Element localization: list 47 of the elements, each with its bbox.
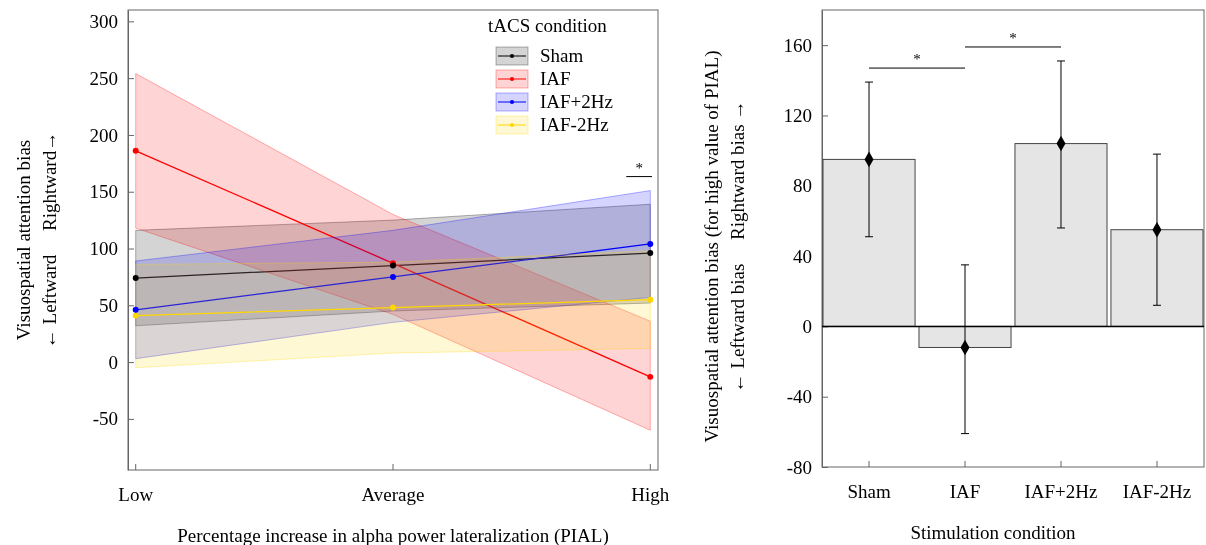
y-tick-label: 150 [89,181,118,203]
point [647,296,654,303]
point [132,275,139,282]
y-tick-label: -40 [786,386,812,408]
legend-label: IAF [540,68,571,89]
y-tick-label: 250 [89,67,118,89]
y-tick-label: 80 [793,175,812,197]
annotation: * [635,159,643,176]
y-tick-label: 160 [783,34,812,56]
x-axis-title: Stimulation condition [910,522,1077,543]
bar [918,325,1012,348]
x-tick-label: Low [118,484,154,506]
y-tick-label: 0 [108,351,118,373]
point [132,306,139,313]
x-tick-label: Sham [847,481,891,503]
point [132,147,139,154]
y-tick-label: 40 [793,245,812,267]
point [390,273,396,280]
legend-title: tACS condition [488,15,608,36]
annotation: * [913,51,921,68]
point [647,241,654,247]
y-tick-label: -50 [92,408,118,430]
point [647,250,654,257]
y-tick-label: 50 [99,294,118,316]
point [390,304,396,311]
bar [822,158,916,327]
x-tick-label: IAF-2Hz [1122,481,1192,503]
y-tick-label: 0 [802,315,812,337]
x-tick-label: IAF [949,481,981,503]
x-tick-label: Average [361,484,425,506]
bar [1014,143,1108,327]
point [647,373,654,380]
y-tick-label: 200 [89,124,118,146]
y-tick-label: 120 [783,105,812,127]
legend-label: IAF-2Hz [540,114,609,135]
y-tick-label: 300 [89,10,118,32]
legend-label: IAF+2Hz [540,91,613,112]
y-tick-label: -80 [786,456,812,478]
y-axis-title: Visuospatial attention bias (for high value of PIAL) ← Leftward bias Rightward bias → [701,50,748,443]
y-axis-title: Visuospatial attention bias ← Leftward Rightward→ [13,131,60,349]
x-tick-label: IAF+2Hz [1024,481,1098,503]
x-tick-label: High [631,484,670,506]
legend-label: Sham [540,45,584,66]
bar [1110,229,1204,327]
annotation: * [1009,29,1017,46]
y-tick-label: 100 [89,238,118,260]
point [132,312,139,319]
